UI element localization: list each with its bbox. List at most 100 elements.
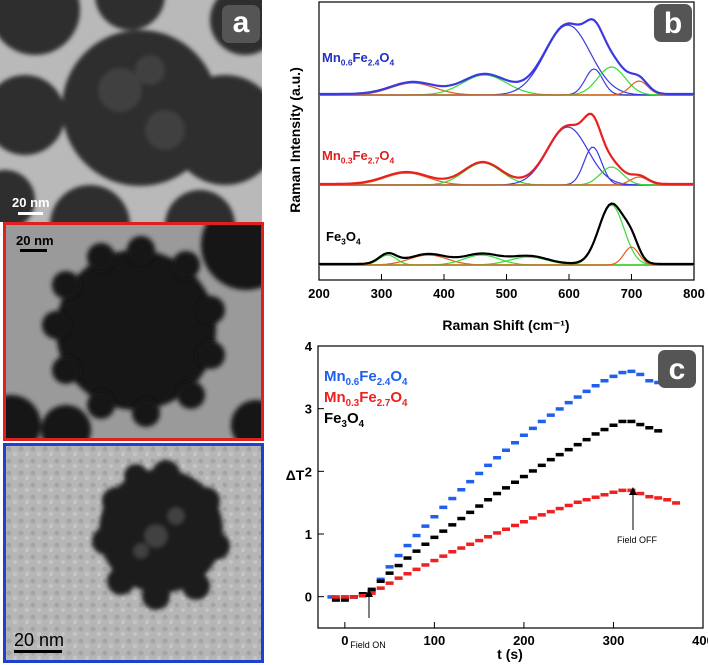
heating-legend-mn06: Mn0.6Fe2.4O4 <box>324 368 408 388</box>
raman-x-axis-label: Raman Shift (cm⁻¹) <box>442 317 569 333</box>
heating-point-Mn0.3Fe2.7O4 <box>493 531 502 535</box>
heating-point-Mn0.6Fe2.4O4 <box>385 565 394 569</box>
heating-point-Fe3O4 <box>421 542 430 546</box>
raman-fitted-peak <box>319 246 694 266</box>
heating-point-Fe3O4 <box>466 510 475 515</box>
heating-point-Mn0.6Fe2.4O4 <box>466 479 475 484</box>
raman-x-tick-label: 400 <box>433 286 455 301</box>
heating-legend-mn03: Mn0.3Fe2.7O4 <box>324 389 408 409</box>
heating-point-Mn0.3Fe2.7O4 <box>457 546 466 550</box>
panel-letter-b: b <box>664 7 682 40</box>
heating-point-Mn0.3Fe2.7O4 <box>600 493 609 497</box>
heating-point-Mn0.3Fe2.7O4 <box>564 503 573 508</box>
raman-plot-frame <box>318 1 695 281</box>
heating-point-Fe3O4 <box>430 535 439 540</box>
heating-point-Fe3O4 <box>564 447 573 452</box>
raman-x-tick-label: 500 <box>496 286 518 301</box>
heating-point-Mn0.6Fe2.4O4 <box>537 419 546 424</box>
heating-x-axis-label: t (s) <box>497 646 523 662</box>
heating-point-Mn0.3Fe2.7O4 <box>394 576 403 580</box>
raman-x-tick-label: 200 <box>308 286 330 301</box>
field-off-arrowhead <box>629 487 637 495</box>
heating-point-Mn0.3Fe2.7O4 <box>645 494 654 499</box>
heating-x-tick-label: 200 <box>513 633 535 648</box>
heating-point-Mn0.6Fe2.4O4 <box>600 379 609 383</box>
heating-y-tick-label: 4 <box>305 339 313 354</box>
heating-point-Mn0.6Fe2.4O4 <box>582 389 591 394</box>
heating-point-Fe3O4 <box>573 442 582 447</box>
heating-point-Fe3O4 <box>502 486 510 490</box>
heating-point-Mn0.3Fe2.7O4 <box>340 595 349 599</box>
heating-y-tick-label: 0 <box>305 590 312 605</box>
heating-point-Fe3O4 <box>627 419 636 424</box>
heating-point-Mn0.6Fe2.4O4 <box>439 505 448 510</box>
tem-micrograph-top <box>0 0 262 222</box>
heating-point-Fe3O4 <box>654 429 663 433</box>
heating-point-Fe3O4 <box>636 422 645 427</box>
tem-image-middle: 20 nm <box>3 222 264 441</box>
heating-point-Mn0.6Fe2.4O4 <box>645 379 654 383</box>
heating-point-Mn0.6Fe2.4O4 <box>609 374 618 379</box>
heating-point-Mn0.6Fe2.4O4 <box>519 433 528 437</box>
heating-point-Mn0.6Fe2.4O4 <box>394 553 403 558</box>
heating-point-Fe3O4 <box>555 452 564 457</box>
raman-envelope-0 <box>319 18 694 96</box>
raman-x-tick-label: 600 <box>558 286 580 301</box>
heating-point-Mn0.6Fe2.4O4 <box>493 456 502 460</box>
panel-letter-c-box <box>658 350 696 388</box>
heating-point-Mn0.3Fe2.7O4 <box>555 506 564 511</box>
heating-x-tick-label: 400 <box>692 633 708 648</box>
heating-y-tick-label: 3 <box>305 402 312 417</box>
raman-chart: 200 300 400 500 600 700 800 Raman Intensity (a… <box>287 1 705 333</box>
raman-fitted-peak <box>319 176 694 186</box>
raman-envelope-2 <box>319 202 694 266</box>
heating-x-tick-label: 300 <box>603 633 625 648</box>
heating-point-Mn0.6Fe2.4O4 <box>403 543 412 548</box>
heating-point-Mn0.3Fe2.7O4 <box>403 572 412 576</box>
heating-point-Mn0.3Fe2.7O4 <box>466 542 475 546</box>
scale-bar-label-top: 20 nm <box>12 195 50 210</box>
heating-point-Fe3O4 <box>376 579 385 583</box>
heating-point-Mn0.6Fe2.4O4 <box>448 496 457 501</box>
heating-point-Fe3O4 <box>582 437 591 442</box>
raman-fitted-peaks <box>319 24 694 266</box>
heating-point-Mn0.3Fe2.7O4 <box>358 593 367 598</box>
heating-x-tick-label: 0 <box>341 633 348 648</box>
heating-point-Fe3O4 <box>367 587 376 592</box>
heating-point-Mn0.6Fe2.4O4 <box>475 471 484 476</box>
heating-point-Fe3O4 <box>528 469 537 473</box>
heating-point-Mn0.3Fe2.7O4 <box>430 558 439 563</box>
heating-point-Mn0.6Fe2.4O4 <box>511 441 519 445</box>
heating-point-Mn0.6Fe2.4O4 <box>636 372 645 377</box>
raman-envelope-curves <box>319 18 694 266</box>
heating-axes: 0 100 200 300 400 0 1 2 3 4 <box>305 339 708 648</box>
heating-point-Mn0.6Fe2.4O4 <box>618 370 627 375</box>
heating-point-Mn0.3Fe2.7O4 <box>609 490 618 494</box>
heating-point-Mn0.6Fe2.4O4 <box>555 407 564 411</box>
tem-micrograph-middle <box>6 225 261 438</box>
heating-point-Mn0.3Fe2.7O4 <box>502 527 510 531</box>
raman-y-axis-label: Raman Intensity (a.u.) <box>287 67 303 212</box>
heating-point-Mn0.3Fe2.7O4 <box>546 509 555 514</box>
heating-point-Mn0.3Fe2.7O4 <box>439 554 448 558</box>
heating-point-Fe3O4 <box>645 426 654 430</box>
scale-bar-middle <box>20 249 47 252</box>
heating-point-Fe3O4 <box>609 423 618 427</box>
heating-point-Mn0.3Fe2.7O4 <box>511 523 519 528</box>
raman-label-mn03: Mn0.3Fe2.7O4 <box>322 148 395 166</box>
heating-point-Mn0.3Fe2.7O4 <box>654 496 663 500</box>
heating-point-Mn0.6Fe2.4O4 <box>412 533 421 538</box>
panel-letter-c: c <box>669 353 686 386</box>
heating-point-Mn0.3Fe2.7O4 <box>537 513 546 517</box>
raman-x-tick-label: 800 <box>683 286 705 301</box>
heating-point-Mn0.3Fe2.7O4 <box>376 586 385 590</box>
heating-point-Fe3O4 <box>600 427 609 432</box>
heating-point-Mn0.3Fe2.7O4 <box>475 538 484 543</box>
heating-point-Mn0.3Fe2.7O4 <box>448 550 457 554</box>
heating-point-Mn0.6Fe2.4O4 <box>484 463 493 468</box>
heating-y-axis-label: ΔT <box>286 467 305 483</box>
heating-point-Fe3O4 <box>403 556 412 560</box>
heating-point-Fe3O4 <box>493 491 502 496</box>
heating-point-Fe3O4 <box>448 523 457 527</box>
heating-point-Fe3O4 <box>394 563 403 568</box>
